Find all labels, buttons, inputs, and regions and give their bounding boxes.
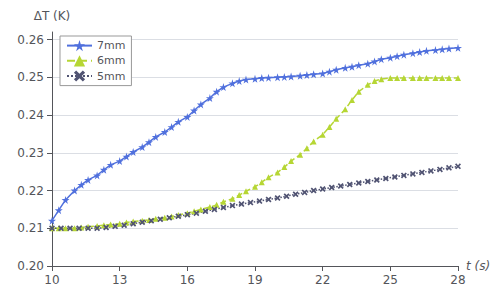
svg-text:t (s): t (s) (466, 259, 490, 273)
svg-text:16: 16 (180, 273, 195, 287)
svg-text:22: 22 (315, 273, 330, 287)
svg-text:5mm: 5mm (97, 70, 125, 83)
svg-text:0.23: 0.23 (17, 146, 44, 160)
svg-text:28: 28 (450, 273, 465, 287)
svg-text:0.22: 0.22 (17, 184, 44, 198)
svg-text:0.21: 0.21 (17, 221, 44, 235)
svg-text:6mm: 6mm (97, 54, 125, 67)
svg-text:0.24: 0.24 (17, 108, 44, 122)
svg-text:0.26: 0.26 (17, 33, 44, 47)
svg-text:0.20: 0.20 (17, 259, 44, 273)
svg-text:0.25: 0.25 (17, 70, 44, 84)
svg-text:19: 19 (247, 273, 262, 287)
svg-text:ΔT (K): ΔT (K) (34, 9, 71, 23)
svg-text:10: 10 (44, 273, 59, 287)
svg-text:25: 25 (383, 273, 398, 287)
svg-text:7mm: 7mm (97, 39, 125, 52)
svg-text:13: 13 (112, 273, 127, 287)
